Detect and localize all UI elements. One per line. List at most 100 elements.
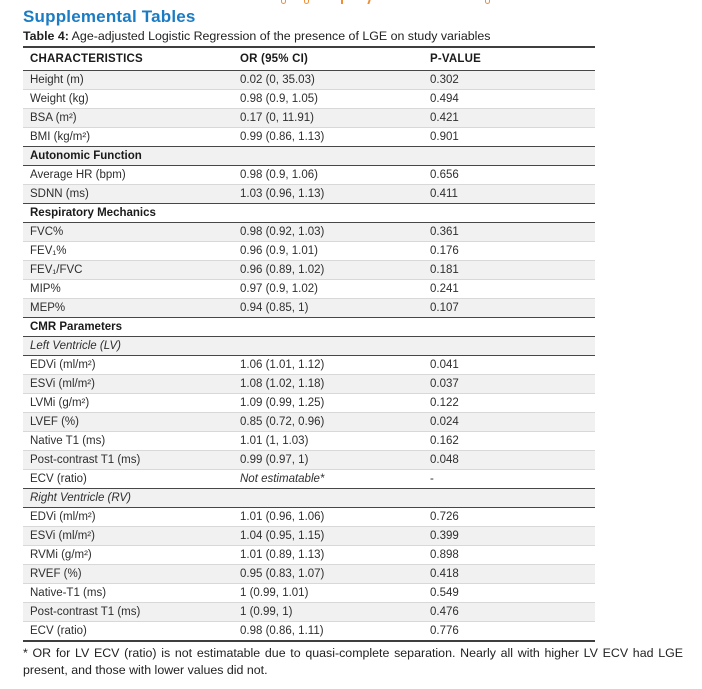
- table-row: FVC% 0.98 (0.92, 1.03) 0.361: [23, 223, 595, 242]
- or-ci-value: 0.98 (0.9, 1.06): [240, 169, 318, 181]
- or-ci-value: 0.99 (0.97, 1): [240, 454, 309, 466]
- or-ci-value: 1.08 (1.02, 1.18): [240, 378, 325, 390]
- or-ci-value: 0.02 (0, 35.03): [240, 74, 315, 86]
- or-ci-value: 0.97 (0.9, 1.02): [240, 283, 318, 295]
- clipped-text-fragment: [485, 0, 490, 4]
- row-label: RVMi (g/m²): [30, 549, 92, 561]
- p-value: 0.241: [430, 283, 459, 295]
- table-row: Post-contrast T1 (ms) 1 (0.99, 1) 0.476: [23, 603, 595, 622]
- row-label: FEV₁%: [30, 245, 67, 257]
- or-ci-value: 1 (0.99, 1): [240, 606, 293, 618]
- row-label: FVC%: [30, 226, 64, 238]
- table-row: BMI (kg/m²) 0.99 (0.86, 1.13) 0.901: [23, 128, 595, 147]
- table-row: LVEF (%) 0.85 (0.72, 0.96) 0.024: [23, 413, 595, 432]
- row-label: Post-contrast T1 (ms): [30, 454, 141, 466]
- p-value: 0.037: [430, 378, 459, 390]
- p-value: 0.776: [430, 625, 459, 637]
- section-label: Respiratory Mechanics: [30, 207, 156, 219]
- row-label: BMI (kg/m²): [30, 131, 91, 143]
- p-value: 0.162: [430, 435, 459, 447]
- table-row: RVEF (%) 0.95 (0.83, 1.07) 0.418: [23, 565, 595, 584]
- p-value: 0.656: [430, 169, 459, 181]
- table-row: Post-contrast T1 (ms) 0.99 (0.97, 1) 0.048: [23, 451, 595, 470]
- table-caption-text: Age-adjusted Logistic Regression of the …: [68, 29, 491, 43]
- p-value: 0.726: [430, 511, 459, 523]
- table-row: Weight (kg) 0.98 (0.9, 1.05) 0.494: [23, 90, 595, 109]
- table-header-row: CHARACTERISTICS OR (95% CI) P-VALUE: [23, 48, 595, 71]
- p-value: 0.421: [430, 112, 459, 124]
- table-row: FEV₁% 0.96 (0.9, 1.01) 0.176: [23, 242, 595, 261]
- or-ci-value: Not estimatable*: [240, 473, 325, 485]
- clipped-text-fragment: [304, 0, 309, 4]
- p-value: 0.476: [430, 606, 459, 618]
- table-row: Native-T1 (ms) 1 (0.99, 1.01) 0.549: [23, 584, 595, 603]
- table-row: RVMi (g/m²) 1.01 (0.89, 1.13) 0.898: [23, 546, 595, 565]
- p-value: 0.898: [430, 549, 459, 561]
- table-section-row: Left Ventricle (LV): [23, 337, 595, 356]
- p-value: 0.549: [430, 587, 459, 599]
- p-value: 0.024: [430, 416, 459, 428]
- or-ci-value: 1.06 (1.01, 1.12): [240, 359, 325, 371]
- table-caption: Table 4: Age-adjusted Logistic Regressio…: [23, 29, 702, 44]
- table-row: MIP% 0.97 (0.9, 1.02) 0.241: [23, 280, 595, 299]
- clipped-text-fragment: [341, 0, 343, 4]
- row-label: LVEF (%): [30, 416, 79, 428]
- p-value: 0.399: [430, 530, 459, 542]
- table-row: Native T1 (ms) 1.01 (1, 1.03) 0.162: [23, 432, 595, 451]
- p-value: 0.107: [430, 302, 459, 314]
- section-label: CMR Parameters: [30, 321, 123, 333]
- table-row: LVMi (g/m²) 1.09 (0.99, 1.25) 0.122: [23, 394, 595, 413]
- row-label: ECV (ratio): [30, 625, 87, 637]
- table-row: ESVi (ml/m²) 1.08 (1.02, 1.18) 0.037: [23, 375, 595, 394]
- table-row: FEV₁/FVC 0.96 (0.89, 1.02) 0.181: [23, 261, 595, 280]
- table-row: ESVi (ml/m²) 1.04 (0.95, 1.15) 0.399: [23, 527, 595, 546]
- p-value: 0.494: [430, 93, 459, 105]
- row-label: Average HR (bpm): [30, 169, 126, 181]
- or-ci-value: 1.01 (0.96, 1.06): [240, 511, 325, 523]
- table-section-row: CMR Parameters: [23, 318, 595, 337]
- table-row: Average HR (bpm) 0.98 (0.9, 1.06) 0.656: [23, 166, 595, 185]
- page-title: Supplemental Tables: [23, 7, 196, 26]
- row-label: FEV₁/FVC: [30, 264, 83, 276]
- column-header-or-ci: OR (95% CI): [240, 53, 309, 65]
- or-ci-value: 0.98 (0.9, 1.05): [240, 93, 318, 105]
- column-header-characteristics: CHARACTERISTICS: [30, 53, 143, 65]
- p-value: 0.901: [430, 131, 459, 143]
- table-row: EDVi (ml/m²) 1.06 (1.01, 1.12) 0.041: [23, 356, 595, 375]
- or-ci-value: 0.96 (0.89, 1.02): [240, 264, 325, 276]
- row-label: MEP%: [30, 302, 66, 314]
- table-section-row: Right Ventricle (RV): [23, 489, 595, 508]
- table-caption-label: Table 4:: [23, 29, 69, 43]
- or-ci-value: 0.96 (0.9, 1.01): [240, 245, 318, 257]
- or-ci-value: 0.17 (0, 11.91): [240, 112, 314, 124]
- or-ci-value: 0.94 (0.85, 1): [240, 302, 309, 314]
- p-value: 0.418: [430, 568, 459, 580]
- table-section-row: Autonomic Function: [23, 147, 595, 166]
- table-row: ECV (ratio) Not estimatable* -: [23, 470, 595, 489]
- table-row: BSA (m²) 0.17 (0, 11.91) 0.421: [23, 109, 595, 128]
- table-row: MEP% 0.94 (0.85, 1) 0.107: [23, 299, 595, 318]
- table-section-row: Respiratory Mechanics: [23, 204, 595, 223]
- row-label: Native-T1 (ms): [30, 587, 107, 599]
- or-ci-value: 0.95 (0.83, 1.07): [240, 568, 325, 580]
- table-row: EDVi (ml/m²) 1.01 (0.96, 1.06) 0.726: [23, 508, 595, 527]
- row-label: ESVi (ml/m²): [30, 530, 95, 542]
- p-value: 0.411: [430, 188, 458, 200]
- clipped-text-fragment: [367, 0, 371, 4]
- row-label: EDVi (ml/m²): [30, 511, 96, 523]
- or-ci-value: 0.85 (0.72, 0.96): [240, 416, 325, 428]
- p-value: 0.181: [430, 264, 459, 276]
- or-ci-value: 1.01 (0.89, 1.13): [240, 549, 325, 561]
- p-value: 0.302: [430, 74, 459, 86]
- section-label: Left Ventricle (LV): [30, 340, 121, 352]
- row-label: EDVi (ml/m²): [30, 359, 96, 371]
- or-ci-value: 1.01 (1, 1.03): [240, 435, 309, 447]
- table-body: Height (m) 0.02 (0, 35.03) 0.302 Weight (kg…: [23, 71, 595, 642]
- section-label: Right Ventricle (RV): [30, 492, 131, 504]
- footnote: * OR for LV ECV (ratio) is not estimatab…: [23, 646, 683, 677]
- row-label: Native T1 (ms): [30, 435, 106, 447]
- row-label: MIP%: [30, 283, 61, 295]
- or-ci-value: 0.98 (0.92, 1.03): [240, 226, 325, 238]
- row-label: BSA (m²): [30, 112, 77, 124]
- or-ci-value: 1.03 (0.96, 1.13): [240, 188, 325, 200]
